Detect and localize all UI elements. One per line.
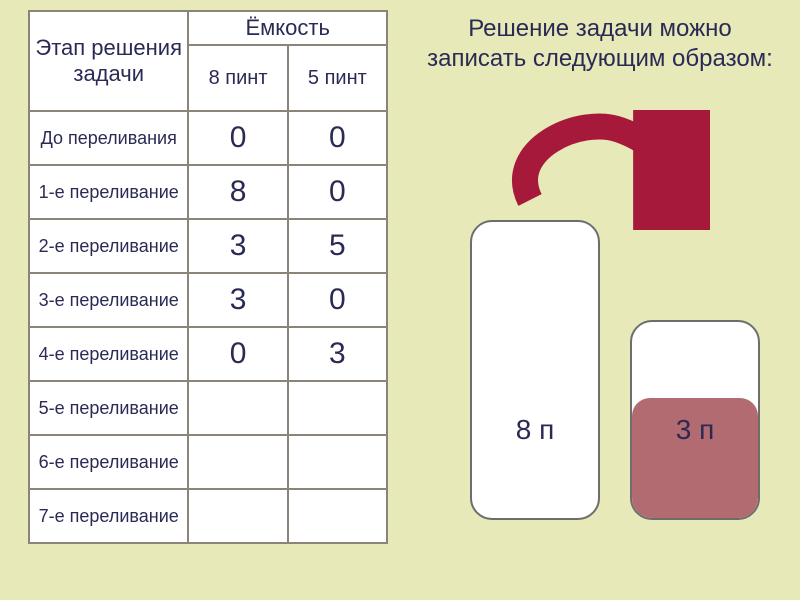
cell-8pint: 0	[188, 327, 287, 381]
table-row: 4-е переливание03	[29, 327, 387, 381]
header-capacity: Ёмкость	[188, 11, 387, 45]
vessel-8pint-label: 8 п	[472, 414, 598, 446]
cell-8pint	[188, 489, 287, 543]
table-row: До переливания00	[29, 111, 387, 165]
cell-5pint: 5	[288, 219, 387, 273]
row-label: 7-е переливание	[29, 489, 188, 543]
caption-text: Решение задачи можно записать следующим …	[420, 14, 780, 74]
pour-arrow-icon	[490, 110, 710, 230]
solution-table: Этап решения задачи Ёмкость 8 пинт 5 пин…	[28, 10, 388, 544]
cell-8pint: 3	[188, 219, 287, 273]
cell-8pint	[188, 435, 287, 489]
cell-5pint: 3	[288, 327, 387, 381]
header-col-8: 8 пинт	[188, 45, 287, 111]
row-label: 6-е переливание	[29, 435, 188, 489]
row-label: 3-е переливание	[29, 273, 188, 327]
row-label: 5-е переливание	[29, 381, 188, 435]
cell-8pint: 0	[188, 111, 287, 165]
vessel-5pint-label: 3 п	[632, 414, 758, 446]
table-row: 3-е переливание30	[29, 273, 387, 327]
cell-5pint: 0	[288, 165, 387, 219]
table-row: 5-е переливание	[29, 381, 387, 435]
table-row: 7-е переливание	[29, 489, 387, 543]
cell-5pint	[288, 435, 387, 489]
table-row: 2-е переливание35	[29, 219, 387, 273]
row-label: До переливания	[29, 111, 188, 165]
cell-8pint: 8	[188, 165, 287, 219]
row-label: 1-е переливание	[29, 165, 188, 219]
table-row: 1-е переливание80	[29, 165, 387, 219]
table-row: 6-е переливание	[29, 435, 387, 489]
vessel-5pint: 3 п	[630, 320, 760, 520]
vessel-8pint: 8 п	[470, 220, 600, 520]
cell-5pint: 0	[288, 273, 387, 327]
cell-8pint	[188, 381, 287, 435]
table: Этап решения задачи Ёмкость 8 пинт 5 пин…	[28, 10, 388, 544]
cell-5pint: 0	[288, 111, 387, 165]
vessels-diagram: 8 п 3 п	[440, 220, 760, 540]
cell-8pint: 3	[188, 273, 287, 327]
header-col-5: 5 пинт	[288, 45, 387, 111]
header-stage: Этап решения задачи	[29, 11, 188, 111]
cell-5pint	[288, 381, 387, 435]
row-label: 4-е переливание	[29, 327, 188, 381]
cell-5pint	[288, 489, 387, 543]
row-label: 2-е переливание	[29, 219, 188, 273]
